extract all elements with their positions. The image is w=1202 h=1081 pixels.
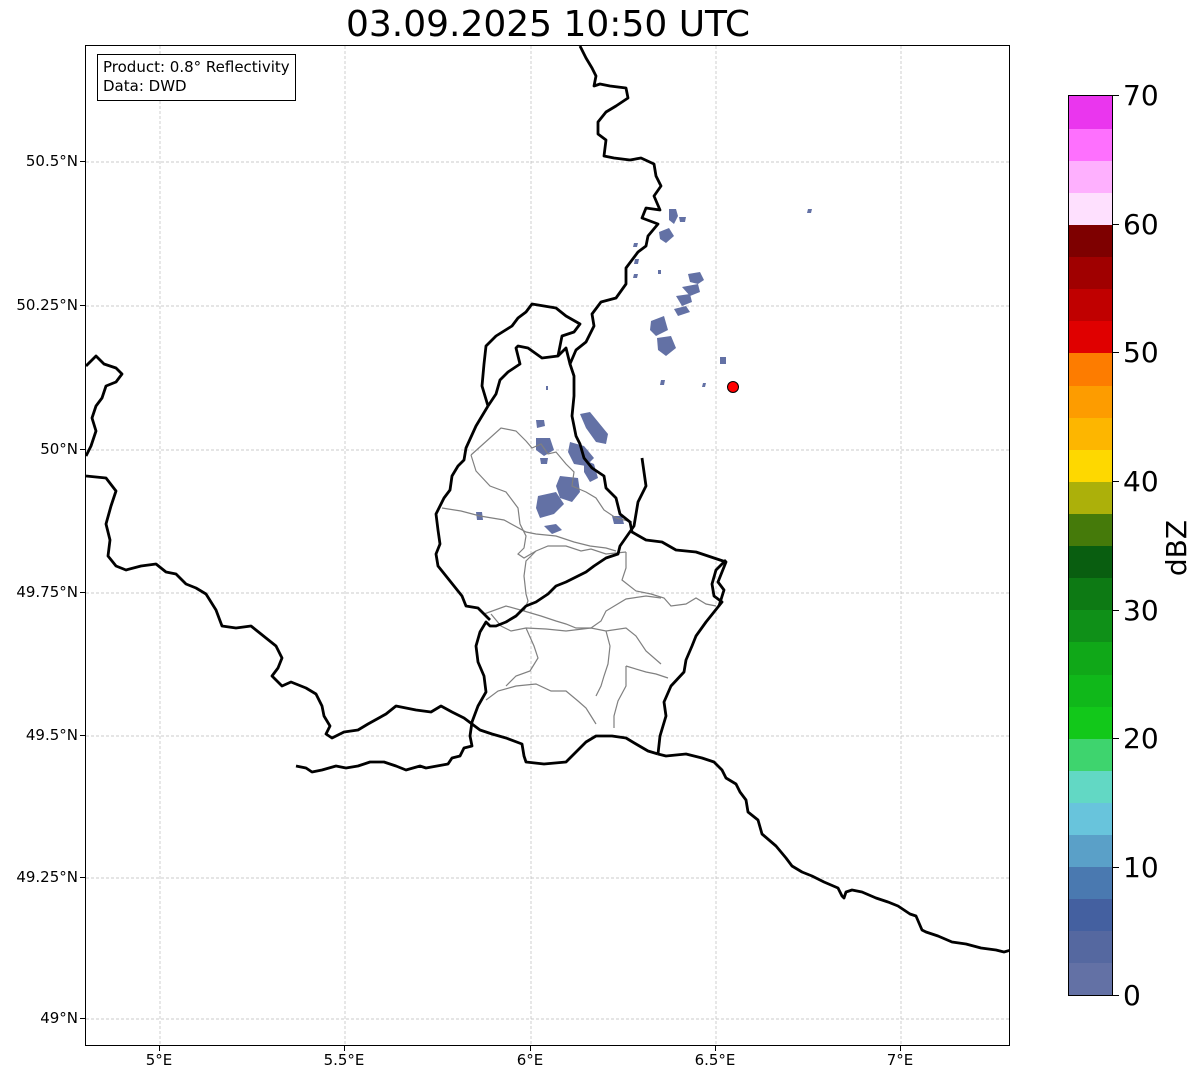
lat-tick-mark xyxy=(80,877,85,878)
colorbar-segment xyxy=(1069,513,1112,547)
lon-tick-label: 6°E xyxy=(516,1051,544,1069)
lat-tick-mark xyxy=(80,592,85,593)
colorbar-segment xyxy=(1069,898,1112,932)
colorbar-segment xyxy=(1069,673,1112,707)
colorbar-segment xyxy=(1069,930,1112,964)
colorbar-segment xyxy=(1069,256,1112,290)
colorbar-segment xyxy=(1069,609,1112,643)
lon-tick-mark xyxy=(530,1046,531,1051)
colorbar-tick xyxy=(1113,352,1119,353)
lon-tick-mark xyxy=(900,1046,901,1051)
colorbar-segment xyxy=(1069,834,1112,868)
colorbar-unit-label: dBZ xyxy=(1160,519,1193,577)
map-area[interactable] xyxy=(85,45,1010,1046)
colorbar-segment xyxy=(1069,352,1112,386)
colorbar-segment xyxy=(1069,738,1112,771)
colorbar-segment xyxy=(1069,224,1112,258)
lat-tick-mark xyxy=(80,1018,85,1019)
lat-tick-mark xyxy=(80,735,85,736)
product-label: Product: 0.8° Reflectivity xyxy=(103,58,290,76)
colorbar-segment xyxy=(1069,417,1112,450)
colorbar-tick xyxy=(1113,610,1119,611)
colorbar-segment xyxy=(1069,770,1112,803)
product-info-box: Product: 0.8° Reflectivity Data: DWD xyxy=(97,54,296,101)
lon-tick-label: 5.5°E xyxy=(323,1051,365,1069)
lon-tick-label: 5°E xyxy=(145,1051,173,1069)
data-source-label: Data: DWD xyxy=(103,77,187,95)
colorbar-segment xyxy=(1069,962,1112,995)
colorbar-tick-label: 50 xyxy=(1123,336,1159,369)
lat-tick-label: 49.25°N xyxy=(16,868,78,886)
lon-tick-mark xyxy=(159,1046,160,1051)
colorbar-tick xyxy=(1113,867,1119,868)
precipitation-echoes xyxy=(476,209,812,534)
colorbar-segment xyxy=(1069,706,1112,739)
country-borders xyxy=(86,46,1009,954)
colorbar-segment xyxy=(1069,320,1112,354)
colorbar-tick-label: 40 xyxy=(1123,465,1159,498)
colorbar-tick-label: 70 xyxy=(1123,79,1159,112)
colorbar-tick-label: 10 xyxy=(1123,851,1159,884)
radar-map xyxy=(86,46,1009,1045)
lon-tick-label: 6.5°E xyxy=(694,1051,736,1069)
colorbar-segment xyxy=(1069,128,1112,161)
lat-tick-mark xyxy=(80,305,85,306)
colorbar-tick-label: 20 xyxy=(1123,722,1159,755)
lon-tick-mark xyxy=(715,1046,716,1051)
lat-tick-label: 49°N xyxy=(40,1009,78,1027)
colorbar-segment xyxy=(1069,641,1112,675)
lat-tick-label: 49.75°N xyxy=(16,583,78,601)
colorbar-segment xyxy=(1069,802,1112,836)
lat-tick-label: 49.5°N xyxy=(25,726,78,744)
colorbar-tick xyxy=(1113,95,1119,96)
colorbar-segment xyxy=(1069,192,1112,226)
colorbar-segment xyxy=(1069,384,1112,418)
colorbar-segment xyxy=(1069,160,1112,193)
lat-tick-label: 50°N xyxy=(40,440,78,458)
colorbar xyxy=(1068,95,1113,996)
lat-tick-mark xyxy=(80,449,85,450)
lat-tick-mark xyxy=(80,161,85,162)
colorbar-tick-label: 0 xyxy=(1123,979,1141,1012)
colorbar-segment xyxy=(1069,449,1112,482)
colorbar-tick xyxy=(1113,995,1119,996)
admin-borders xyxy=(441,427,717,728)
colorbar-tick-label: 60 xyxy=(1123,208,1159,241)
lon-tick-mark xyxy=(344,1046,345,1051)
map-title: 03.09.2025 10:50 UTC xyxy=(345,4,751,45)
lat-tick-label: 50.5°N xyxy=(25,152,78,170)
colorbar-segment xyxy=(1069,866,1112,900)
colorbar-segment xyxy=(1069,96,1112,129)
colorbar-tick xyxy=(1113,738,1119,739)
colorbar-segment xyxy=(1069,481,1112,514)
lon-tick-label: 7°E xyxy=(886,1051,914,1069)
colorbar-segment xyxy=(1069,545,1112,579)
colorbar-tick-label: 30 xyxy=(1123,594,1159,627)
colorbar-tick xyxy=(1113,481,1119,482)
colorbar-segment xyxy=(1069,577,1112,611)
colorbar-segment xyxy=(1069,288,1112,322)
radar-site-marker[interactable] xyxy=(727,381,739,393)
lat-tick-label: 50.25°N xyxy=(16,296,78,314)
colorbar-tick xyxy=(1113,224,1119,225)
